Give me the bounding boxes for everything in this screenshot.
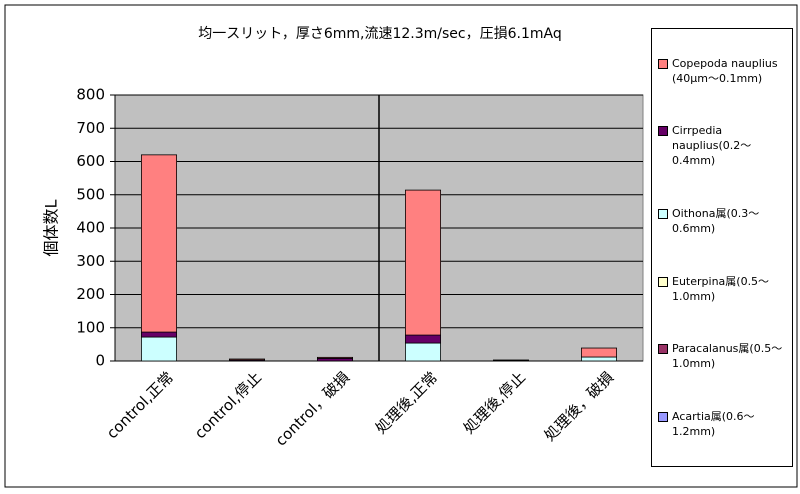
legend: Copepoda nauplius (40μm～0.1mm) Cirrpedia …: [651, 28, 793, 467]
bar-segment: [140, 331, 177, 338]
y-tick-label: 100: [76, 318, 105, 336]
legend-label: Oithona属(0.3～0.6mm): [672, 207, 760, 236]
legend-item: Acartia属(0.6～1.2mm): [656, 409, 788, 439]
bar-segment: [581, 356, 618, 362]
bar-segment: [404, 189, 441, 336]
bar-segment: [404, 342, 441, 362]
bar-segment: [228, 358, 265, 361]
legend-item: Copepoda nauplius (40μm～0.1mm): [656, 56, 788, 86]
legend-item: Euterpina属(0.5～1.0mm): [656, 274, 788, 304]
legend-swatch: [658, 344, 668, 355]
legend-swatch: [658, 412, 668, 423]
legend-swatch: [658, 276, 668, 287]
legend-label: Acartia属(0.6～1.2mm): [672, 410, 755, 439]
y-tick-label: 500: [76, 185, 105, 203]
legend-label: Cirrpedia nauplius(0.2～0.4mm): [672, 124, 752, 168]
legend-item: Oithona属(0.3～0.6mm): [656, 206, 788, 236]
legend-swatch: [658, 126, 668, 137]
legend-swatch: [658, 209, 668, 220]
y-tick-label: 0: [95, 352, 105, 370]
legend-label: Copepoda nauplius (40μm～0.1mm): [672, 56, 778, 85]
y-tick-label: 300: [76, 252, 105, 270]
y-tick-label: 400: [76, 219, 105, 237]
bar-segment: [404, 334, 441, 344]
y-axis-label: 個体数L: [42, 199, 61, 256]
y-tick-label: 800: [76, 86, 105, 104]
y-tick-label: 600: [76, 152, 105, 170]
bar-segment: [140, 154, 177, 333]
legend-item: Paracalanus属(0.5～1.0mm): [656, 341, 788, 371]
chart-title: 均一スリット，厚さ6mm,流速12.3m/sec，圧損6.1mAq: [198, 26, 561, 42]
bar-segment: [140, 336, 177, 362]
bar-segment: [581, 347, 618, 358]
legend-label: Paracalanus属(0.5～1.0mm): [672, 342, 783, 371]
y-tick-label: 200: [76, 285, 105, 303]
bar-segment: [316, 356, 353, 359]
legend-label: Euterpina属(0.5～1.0mm): [672, 274, 770, 303]
legend-item: Cirrpedia nauplius(0.2～0.4mm): [656, 123, 788, 168]
legend-swatch: [658, 58, 668, 69]
y-tick-label: 700: [76, 119, 105, 137]
